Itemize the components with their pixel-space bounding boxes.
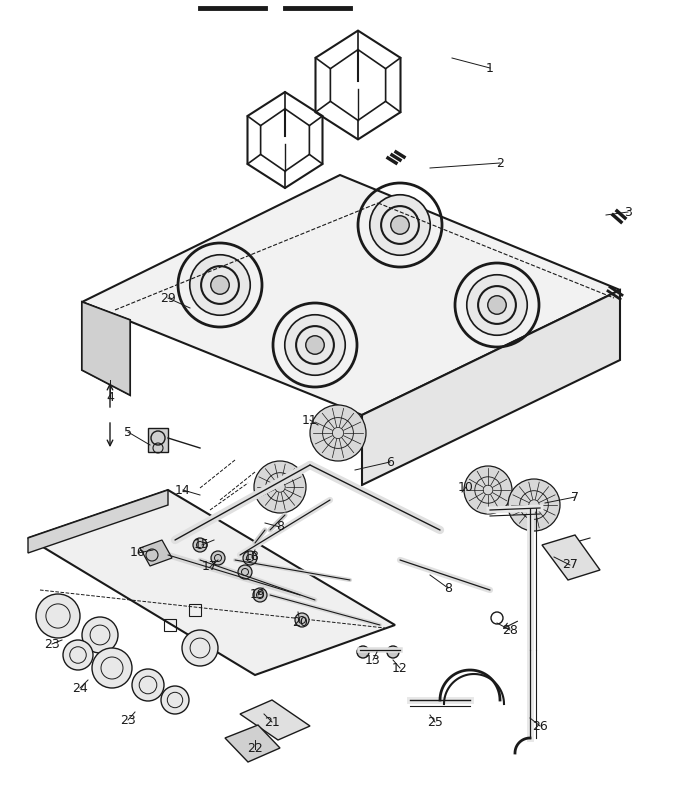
Bar: [189, 604, 201, 616]
Polygon shape: [28, 490, 168, 553]
Text: 1: 1: [486, 62, 494, 74]
Text: 23: 23: [120, 713, 136, 726]
Circle shape: [82, 617, 118, 653]
Text: 15: 15: [194, 539, 210, 551]
Circle shape: [211, 276, 229, 294]
Circle shape: [285, 315, 345, 375]
Circle shape: [92, 648, 132, 688]
Circle shape: [464, 466, 512, 514]
Circle shape: [254, 461, 306, 513]
Circle shape: [182, 630, 218, 666]
Text: 28: 28: [502, 623, 518, 637]
Circle shape: [193, 538, 207, 552]
Text: 29: 29: [160, 292, 176, 305]
Circle shape: [238, 565, 252, 579]
Text: 8: 8: [276, 520, 284, 533]
Circle shape: [36, 594, 80, 638]
Circle shape: [370, 195, 430, 255]
Text: 19: 19: [250, 589, 266, 601]
Polygon shape: [542, 535, 600, 580]
Circle shape: [132, 669, 164, 701]
Circle shape: [310, 405, 366, 461]
Text: 17: 17: [202, 561, 218, 573]
Circle shape: [488, 296, 506, 314]
Circle shape: [387, 646, 399, 658]
Text: 7: 7: [571, 490, 579, 504]
Polygon shape: [148, 428, 168, 452]
Polygon shape: [225, 725, 280, 762]
Text: 18: 18: [244, 551, 260, 563]
Text: 25: 25: [427, 716, 443, 729]
Polygon shape: [28, 490, 395, 675]
Text: 27: 27: [562, 558, 578, 572]
Circle shape: [306, 335, 324, 354]
Text: 12: 12: [392, 661, 408, 675]
Text: 4: 4: [106, 391, 114, 403]
Circle shape: [357, 646, 369, 658]
Text: 13: 13: [365, 653, 381, 667]
Text: 2: 2: [496, 157, 504, 169]
Circle shape: [253, 588, 267, 602]
Text: 22: 22: [247, 743, 263, 755]
Text: 24: 24: [72, 682, 88, 694]
Text: 16: 16: [130, 547, 146, 559]
Polygon shape: [362, 290, 620, 485]
Text: 3: 3: [624, 206, 632, 218]
Polygon shape: [82, 302, 130, 395]
Circle shape: [211, 551, 225, 565]
Text: 20: 20: [292, 615, 308, 629]
Text: 23: 23: [44, 638, 60, 650]
Circle shape: [466, 274, 527, 335]
Text: 6: 6: [386, 456, 394, 468]
Text: 11: 11: [302, 414, 318, 426]
Text: 21: 21: [264, 716, 280, 729]
Polygon shape: [82, 302, 130, 395]
Polygon shape: [240, 700, 310, 740]
Text: 10: 10: [458, 480, 474, 494]
Circle shape: [190, 255, 250, 316]
Circle shape: [295, 613, 309, 627]
Circle shape: [508, 479, 560, 531]
Circle shape: [161, 686, 189, 714]
Bar: [164, 619, 176, 631]
Text: 5: 5: [124, 426, 132, 438]
Circle shape: [391, 216, 409, 234]
Polygon shape: [82, 175, 620, 415]
Text: 14: 14: [175, 483, 191, 497]
Polygon shape: [140, 540, 172, 566]
Circle shape: [63, 640, 93, 670]
Circle shape: [243, 551, 257, 565]
Text: 8: 8: [444, 581, 452, 595]
Text: 26: 26: [532, 720, 548, 732]
